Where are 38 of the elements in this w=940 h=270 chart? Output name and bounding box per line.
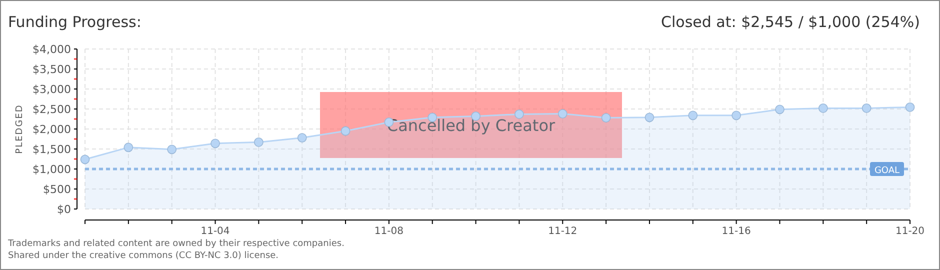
x-tick-label: 11-20 [895,226,925,237]
point [688,110,698,120]
chart-title: Funding Progress: [8,13,142,31]
point [124,142,134,152]
point [210,138,220,148]
y-tick-label: $2,500 [32,103,71,116]
y-tick-label: $2,000 [32,123,71,136]
text: Shared under the creative commons (CC BY-NC 3.0) license. [8,251,279,261]
point [297,133,307,142]
y-tick-label: $500 [43,183,71,196]
text: Trademarks and related content are owned by their respective companies. [7,239,344,249]
ref-line-label: GOAL [874,166,900,176]
y-tick-label: $0 [57,203,71,216]
y-axis-title: PLEDGED [15,104,25,154]
y-tick-label: $3,000 [32,83,71,96]
y-tick-label: $3,500 [32,63,71,76]
point [601,113,611,122]
point [732,110,742,120]
x-tick-label: 11-12 [548,226,578,237]
point [167,144,177,154]
point [514,110,524,119]
point [254,138,264,147]
x-tick-label: 11-16 [722,226,751,237]
point [862,104,872,113]
point [905,102,915,112]
annotation: Cancelled by Creator [386,116,556,135]
point [644,112,654,122]
chart-subtitle: Closed at: $2,545 / $1,000 (254%) [661,13,920,31]
y-tick-label: $1,500 [32,143,71,156]
x-tick-label: 11-08 [374,226,404,237]
point [80,154,90,164]
y-tick-label: $1,000 [32,163,71,176]
y-tick-label: $4,000 [32,43,71,56]
point [775,104,784,114]
x-tick-label: 11-04 [200,226,230,237]
point [558,109,568,118]
point [818,104,828,113]
point [340,126,350,136]
